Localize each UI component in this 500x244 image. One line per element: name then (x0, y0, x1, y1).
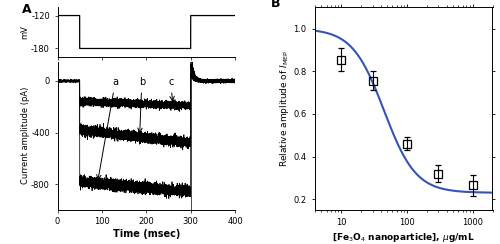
Y-axis label: mV: mV (20, 25, 30, 39)
X-axis label: Time (msec): Time (msec) (112, 229, 180, 239)
Y-axis label: Relative amplitude of $I_\mathrm{MEP}$: Relative amplitude of $I_\mathrm{MEP}$ (278, 50, 290, 167)
X-axis label: [Fe$_3$O$_4$ nanoparticle], $\mu$g/mL: [Fe$_3$O$_4$ nanoparticle], $\mu$g/mL (332, 231, 475, 244)
Text: B: B (270, 0, 280, 10)
Text: c: c (168, 77, 174, 101)
Text: b: b (138, 77, 145, 132)
Y-axis label: Current amplitude (pA): Current amplitude (pA) (20, 87, 30, 184)
Text: a: a (96, 77, 118, 179)
Text: A: A (22, 3, 32, 16)
